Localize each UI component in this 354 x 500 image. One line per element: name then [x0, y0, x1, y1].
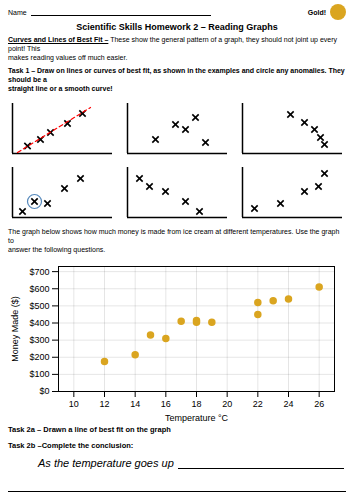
- html-text:Curves and Lines of Best Fit –: Curves and Lines of Best Fit – These sho…: [8, 36, 337, 52]
- svg-text:12: 12: [99, 399, 109, 409]
- html-text:Gold!: Gold!: [307, 8, 326, 16]
- html-text:Scientific Skills Homework 2 –: Scientific Skills Homework 2 – Reading G…: [76, 22, 278, 32]
- svg-text:14: 14: [130, 399, 140, 409]
- html-text:Name: Name: [8, 9, 27, 16]
- svg-text:$600: $600: [29, 284, 49, 294]
- html-text:Task 2b –Complete the conclusi: Task 2b –Complete the conclusion:: [8, 441, 134, 450]
- svg-text:$100: $100: [29, 369, 49, 379]
- svg-text:18: 18: [191, 399, 201, 409]
- svg-text:Temperature °C: Temperature °C: [165, 413, 229, 423]
- svg-text:$400: $400: [29, 318, 49, 328]
- html-text:Task 1 – Draw on lines or curv: Task 1 – Draw on lines or curves of best…: [8, 67, 345, 83]
- svg-text:20: 20: [222, 399, 232, 409]
- html-text:straight line or a smooth curv: straight line or a smooth curve!: [8, 85, 113, 92]
- svg-text:$0: $0: [39, 386, 49, 396]
- html-text:The graph below shows how much: The graph below shows how much money is …: [8, 228, 340, 244]
- html-text:makes reading values off much: makes reading values off much easier.: [8, 54, 128, 61]
- html-text:answer the following questions: answer the following questions.: [8, 246, 106, 253]
- html-text:Task 2a – Drawn a line of best: Task 2a – Drawn a line of best fit on th…: [8, 425, 171, 434]
- svg-text:22: 22: [253, 399, 263, 409]
- svg-text:16: 16: [161, 399, 171, 409]
- html-text:As the temperature goes up: As the temperature goes up: [38, 457, 174, 469]
- svg-text:10: 10: [69, 399, 79, 409]
- svg-text:$300: $300: [29, 335, 49, 345]
- svg-text:26: 26: [314, 399, 324, 409]
- svg-text:$500: $500: [29, 301, 49, 311]
- svg-text:Money Made ($): Money Made ($): [10, 296, 20, 362]
- svg-text:24: 24: [283, 399, 293, 409]
- svg-text:$200: $200: [29, 352, 49, 362]
- svg-text:$700: $700: [29, 267, 49, 277]
